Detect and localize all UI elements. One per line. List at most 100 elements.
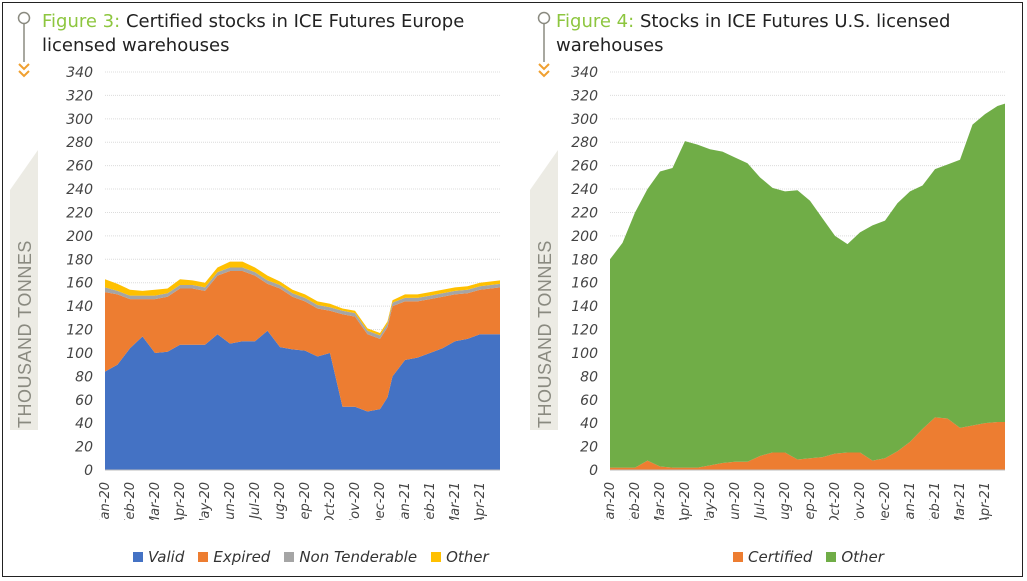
figure-3-legend-swatch bbox=[198, 552, 209, 562]
figure-3-ytick-label: 260 bbox=[66, 159, 93, 175]
figure-4-ytick-label: 180 bbox=[571, 252, 598, 268]
figure-3-xtick-label: Jul-20 bbox=[248, 482, 263, 520]
figure-4-xtick-label: Nov-20 bbox=[853, 482, 868, 520]
figure-3-ytick-label: 0 bbox=[84, 463, 93, 479]
figure-3-xtick-label: Aug-20 bbox=[273, 482, 288, 520]
figure-4-xtick-label: Feb-21 bbox=[928, 482, 943, 520]
figure-3-xtick-label: Apr-21 bbox=[473, 482, 488, 520]
figure-3-legend-label: Valid bbox=[148, 548, 185, 566]
figure-4-ytick-label: 160 bbox=[571, 276, 598, 292]
figure-4-xtick-label: Jan-21 bbox=[903, 482, 918, 520]
figure-4-xtick-label: Jul-20 bbox=[753, 482, 768, 520]
figure-4-xtick-label: Feb-20 bbox=[628, 482, 643, 520]
figure-3-legend-item: Expired bbox=[198, 548, 270, 566]
figure-3-ytick-label: 200 bbox=[66, 229, 93, 245]
figure-4-ylabel: THOUSAND TONNES bbox=[535, 240, 555, 428]
figure-4-legend: Certified Other bbox=[733, 548, 884, 566]
figure-3-ytick-label: 60 bbox=[75, 393, 93, 409]
figure-4-label: Figure 4: bbox=[556, 11, 635, 32]
figure-4-area-other bbox=[610, 103, 1005, 468]
figure-4-ytick-label: 260 bbox=[571, 159, 598, 175]
figure-3-ytick-label: 140 bbox=[66, 299, 93, 315]
figure-4-ytick-label: 80 bbox=[580, 369, 598, 385]
figure-3-legend-swatch bbox=[431, 552, 442, 562]
figure-4-xtick-label: May-20 bbox=[703, 482, 718, 520]
figure-4-ytick-label: 0 bbox=[589, 463, 598, 479]
figure-3-ytick-label: 220 bbox=[66, 205, 93, 221]
figure-3-xtick-label: Mar-20 bbox=[148, 482, 163, 520]
figure-4-ytick-label: 220 bbox=[571, 205, 598, 221]
figure-3-title-text: Certified stocks in ICE Futures Europe l… bbox=[42, 11, 465, 56]
figure-3-ytick-label: 280 bbox=[66, 135, 93, 151]
figure-3-xtick-label: Jun-20 bbox=[223, 482, 238, 520]
figure-4-title-text: Stocks in ICE Futures U.S. licensed ware… bbox=[556, 11, 951, 56]
figure-3-chart: 0 20 40 60 80 100 120 140 160 180 200 220 240 260 280 3… bbox=[66, 65, 500, 520]
figure-3-ytick-label: 160 bbox=[66, 276, 93, 292]
figure-3-xtick-label: Oct-20 bbox=[323, 482, 338, 520]
figure-4-title: Figure 4: Stocks in ICE Futures U.S. lic… bbox=[556, 10, 986, 58]
figure-4-legend-label: Other bbox=[841, 548, 884, 566]
figure-3-xtick-label: Nov-20 bbox=[348, 482, 363, 520]
figure-3-legend-swatch bbox=[133, 552, 143, 562]
figure-4-side-band bbox=[530, 150, 558, 430]
figure-4-ytick-label: 20 bbox=[580, 440, 598, 456]
figure-4-xtick-label: Apr-21 bbox=[978, 482, 993, 520]
figure-3-xtick-label: May-20 bbox=[198, 482, 213, 520]
figure-4-ytick-label: 320 bbox=[571, 88, 598, 104]
figure-4-ytick-label: 120 bbox=[571, 323, 598, 339]
figure-3-ylabel: THOUSAND TONNES bbox=[15, 240, 35, 428]
figure-4-ytick-label: 280 bbox=[571, 135, 598, 151]
figure-4-legend-swatch bbox=[733, 552, 743, 562]
figure-3-legend-item: Other bbox=[431, 548, 489, 566]
figure-3-legend-label: Expired bbox=[213, 548, 271, 566]
figure-3-label: Figure 3: bbox=[42, 11, 121, 32]
figure-4-legend-swatch bbox=[826, 552, 837, 562]
figure-3-ytick-label: 300 bbox=[66, 112, 93, 128]
figure-4-xtick-label: Jun-20 bbox=[728, 482, 743, 520]
figure-3-ytick-label: 340 bbox=[66, 65, 93, 81]
figure-3-ytick-label: 20 bbox=[75, 440, 93, 456]
figure-4-ytick-label: 60 bbox=[580, 393, 598, 409]
figure-3-ytick-label: 240 bbox=[66, 182, 93, 198]
figure-4-legend-item: Other bbox=[826, 548, 884, 566]
figure-4-ytick-label: 340 bbox=[571, 65, 598, 81]
figure-4-legend-item: Certified bbox=[733, 548, 812, 566]
figure-3-legend-label: Non Tenderable bbox=[299, 548, 418, 566]
figure-3-legend-label: Other bbox=[446, 548, 489, 566]
figure-3-xtick-label: Sep-20 bbox=[298, 482, 313, 520]
figure-3-ytick-label: 320 bbox=[66, 88, 93, 104]
figure-3-xtick-label: Feb-20 bbox=[123, 482, 138, 520]
figure-4-ytick-label: 200 bbox=[571, 229, 598, 245]
figure-4-xtick-label: Aug-20 bbox=[778, 482, 793, 520]
figure-3-title: Figure 3: Certified stocks in ICE Future… bbox=[42, 10, 482, 58]
figure-4-ytick-label: 40 bbox=[580, 416, 598, 432]
figure-4-ytick-label: 140 bbox=[571, 299, 598, 315]
figure-3-area-valid bbox=[105, 330, 500, 470]
figure-3-ytick-label: 180 bbox=[66, 252, 93, 268]
figure-3-area-expired bbox=[105, 271, 500, 412]
figure-3-legend-item: Non Tenderable bbox=[284, 548, 417, 566]
figure-4-xtick-label: Jan-20 bbox=[603, 482, 618, 520]
figure-4-ytick-label: 300 bbox=[571, 112, 598, 128]
figure-4-chart: 0 20 40 60 80 100 120 140 160 180 200 220 240 260 280 3… bbox=[571, 65, 1005, 520]
figure-4-ytick-label: 240 bbox=[571, 182, 598, 198]
figure-3-legend-item: Valid bbox=[133, 548, 184, 566]
figure-3-side-band bbox=[10, 150, 38, 430]
figure-3-xtick-label: Feb-21 bbox=[423, 482, 438, 520]
figure-4-legend-label: Certified bbox=[748, 548, 813, 566]
figure-3-legend: Valid Expired Non Tenderable Other bbox=[133, 548, 489, 566]
figure-3-ytick-label: 120 bbox=[66, 323, 93, 339]
figure-3-xtick-label: Dec-20 bbox=[373, 482, 388, 520]
figure-3-xtick-label: Jan-20 bbox=[98, 482, 113, 520]
figure-3-xtick-label: Mar-21 bbox=[448, 482, 463, 520]
figure-3-xtick-label: Jan-21 bbox=[398, 482, 413, 520]
figure-3-ytick-label: 40 bbox=[75, 416, 93, 432]
figure-4-xtick-label: Sep-20 bbox=[803, 482, 818, 520]
figure-4-xtick-label: Mar-21 bbox=[953, 482, 968, 520]
figure-3-legend-swatch bbox=[284, 552, 295, 562]
figure-4-xtick-label: Dec-20 bbox=[878, 482, 893, 520]
figure-4-xtick-label: Apr-20 bbox=[678, 482, 693, 520]
figure-3-xtick-label: Apr-20 bbox=[173, 482, 188, 520]
figure-4-xtick-label: Oct-20 bbox=[828, 482, 843, 520]
